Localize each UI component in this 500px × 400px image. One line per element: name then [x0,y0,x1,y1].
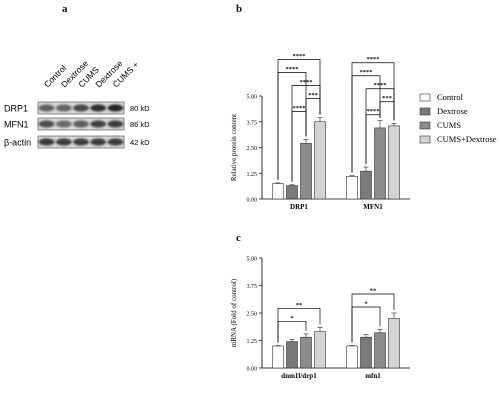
band-mfn1-0 [38,120,55,128]
bar-mfn1-cums-dextrose [388,318,400,369]
legend-label-cums-dextrose: CUMS+Dextrose [437,134,497,144]
significance-label-mfn1-0: ** [370,288,377,295]
band-drp1-1 [55,104,72,112]
y-axis-label: mRNA (Fold of control) [230,278,238,347]
significance-bracket-mfn1-0 [351,62,395,173]
bar-drp1-cums [300,143,312,200]
mrna-bar-chart: 0.00 1.25 2.50 3.75 5.00 mRNA (Fold of contro… [230,257,410,380]
y-tick-label: 2.50 [247,146,258,152]
significance-label-mfn1-1: * [364,301,367,308]
bar-drp1-control [272,183,284,200]
legend-label-dextrose: Dextrose [437,106,468,116]
category-label-mfn1: MFN1 [363,203,383,211]
bar-mfn1-cums [374,127,386,200]
band-size-label: 80 kD [130,104,150,113]
band-actin-1 [55,138,72,146]
bar-dnm1l-drp1-dextrose [286,341,298,369]
bar-mfn1-cums [374,332,386,369]
band-mfn1-1 [55,120,72,128]
legend-swatch-control [419,93,431,102]
significance-bracket-drp1-0 [277,59,321,180]
band-mfn1-4 [107,120,124,128]
significance-label-dnm1l-drp1-1: * [290,315,293,322]
significance-bracket-mfn1-4 [379,101,395,121]
bar-dnm1l-drp1-cums-dextrose [314,331,326,369]
band-mfn1-2 [73,120,89,128]
y-tick-label: 3.75 [247,120,258,126]
bar-dnm1l-drp1-cums [300,336,312,369]
band-drp1-0 [38,104,55,112]
band-drp1-2 [73,104,89,112]
bar-mfn1-control [346,176,358,200]
band-drp1-3 [90,104,107,112]
bar-drp1-cums-dextrose [314,121,326,200]
bar-mfn1-dextrose [360,170,372,200]
y-axis-label: Relative protein content [230,114,238,181]
bar-mfn1-dextrose [360,336,372,369]
category-label-mfn1: mfn1 [365,372,381,380]
significance-bracket-dnm1l-drp1-0 [277,307,321,343]
significance-label-dnm1l-drp1-0: ** [296,302,303,309]
band-actin-4 [107,138,124,146]
y-tick-label: 1.25 [247,339,258,345]
y-tick-label: 2.50 [247,312,258,318]
protein-bar-chart: 0.00 1.25 2.50 3.75 5.00 Relative protein con… [230,53,410,211]
bar-drp1-dextrose [286,185,298,200]
legend-swatch-cums-dextrose [419,135,431,144]
legend-swatch-cums [419,121,431,130]
significance-label-mfn1-4: *** [382,95,392,102]
band-mfn1-3 [90,120,107,128]
band-actin-0 [38,138,55,146]
bar-mfn1-control [346,345,358,369]
y-tick-label: 3.75 [247,284,258,290]
panel-label-b: b [236,3,243,15]
legend-label-control: Control [437,92,464,102]
band-actin-2 [73,138,89,146]
panel-label-c: c [236,232,241,244]
significance-label-drp1-2: **** [286,66,299,73]
y-tick-label: 5.00 [247,95,258,101]
band-protein-label: MFN1 [4,120,29,130]
significance-label-mfn1-3: **** [367,108,380,115]
y-tick-label: 5.00 [247,257,258,263]
legend: Control Dextrose CUMS CUMS+Dextrose [419,92,497,144]
significance-label-drp1-3: **** [293,105,306,112]
panel-label-a: a [62,3,68,15]
category-label-drp1: DRP1 [290,203,308,211]
band-size-label: 42 kD [130,138,150,147]
band-protein-label: DRP1 [4,104,28,114]
band-size-label: 86 kD [130,120,150,129]
y-tick-label: 0.00 [247,367,258,373]
band-actin-3 [90,138,107,146]
legend-swatch-dextrose [419,107,431,116]
legend-label-cums: CUMS [437,120,461,130]
category-label-dnm1l-drp1: dnm1l/drp1 [281,372,317,380]
bar-mfn1-cums-dextrose [388,125,400,200]
y-tick-label: 0.00 [247,198,258,204]
significance-label-mfn1-0: **** [367,56,380,63]
significance-label-drp1-0: **** [293,53,306,60]
significance-label-mfn1-2: **** [360,69,373,76]
band-protein-label: β-actin [4,138,31,148]
significance-bracket-mfn1-0 [351,293,395,343]
bar-dnm1l-drp1-control [272,345,284,369]
band-drp1-4 [107,104,124,112]
significance-label-drp1-4: *** [308,92,318,99]
y-tick-label: 1.25 [247,172,258,178]
